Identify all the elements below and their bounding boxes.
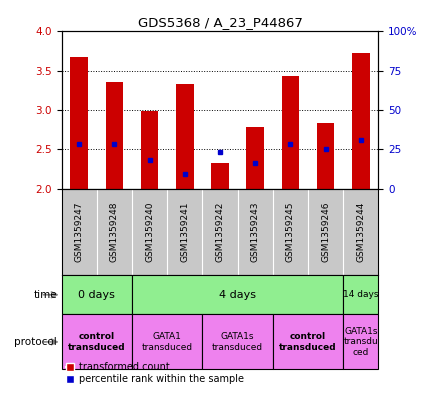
Text: GSM1359245: GSM1359245 [286,202,295,262]
Legend: transformed count, percentile rank within the sample: transformed count, percentile rank withi… [66,362,244,384]
Text: GATA1s
transduced: GATA1s transduced [212,332,263,352]
Bar [352,53,370,189]
Bar [176,84,194,189]
Text: protocol: protocol [15,337,57,347]
Text: GSM1359248: GSM1359248 [110,202,119,262]
Text: GSM1359240: GSM1359240 [145,202,154,262]
Bar [246,127,264,189]
Bar [132,275,343,314]
Text: GSM1359243: GSM1359243 [251,202,260,262]
Bar [211,163,229,189]
Bar [141,111,158,189]
Text: GSM1359242: GSM1359242 [216,202,224,262]
Text: GSM1359241: GSM1359241 [180,202,189,262]
Title: GDS5368 / A_23_P44867: GDS5368 / A_23_P44867 [138,16,302,29]
Text: 4 days: 4 days [219,290,256,300]
Bar [62,275,132,314]
Bar [70,57,88,189]
Text: GATA1
transduced: GATA1 transduced [142,332,193,352]
Text: GSM1359246: GSM1359246 [321,202,330,262]
Text: 0 days: 0 days [78,290,115,300]
Text: time: time [33,290,57,300]
Bar [132,314,202,369]
Text: GATA1s
transdu
ced: GATA1s transdu ced [344,327,378,357]
Text: GSM1359244: GSM1359244 [356,202,365,262]
Bar [317,123,334,189]
Bar [343,314,378,369]
Text: GSM1359247: GSM1359247 [75,202,84,262]
Bar [343,275,378,314]
Bar [202,314,273,369]
Text: control
transduced: control transduced [279,332,337,352]
Text: control
transduced: control transduced [68,332,125,352]
Bar [273,314,343,369]
Text: 14 days: 14 days [343,290,378,299]
Bar [62,314,132,369]
Bar [282,76,299,189]
Bar [106,82,123,189]
